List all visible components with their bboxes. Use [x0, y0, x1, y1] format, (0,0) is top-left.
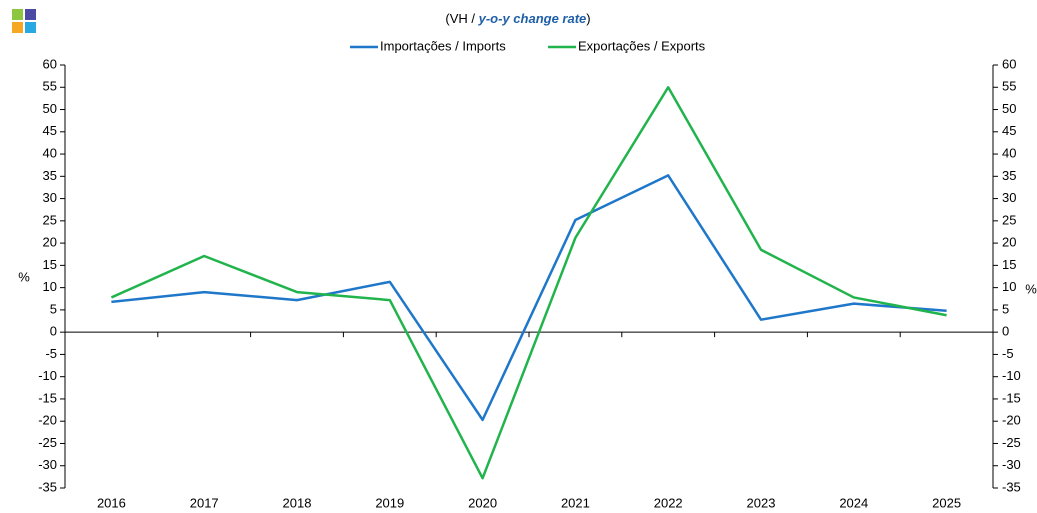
y-tick-label: 25	[43, 212, 57, 227]
y-tick-label: 20	[43, 235, 57, 250]
y2-tick-label: 60	[1002, 56, 1016, 71]
chart-title: (VH / y-o-y change rate)	[445, 11, 590, 26]
y-tick-label: -10	[38, 368, 57, 383]
x-tick-label: 2019	[375, 495, 404, 510]
y2-axis-label: %	[1025, 281, 1037, 296]
y2-tick-label: 35	[1002, 168, 1016, 183]
x-tick-label: 2022	[654, 495, 683, 510]
legend-label: Importações / Imports	[380, 38, 506, 53]
x-tick-label: 2024	[839, 495, 868, 510]
y2-tick-label: -15	[1002, 390, 1021, 405]
y-tick-label: 15	[43, 257, 57, 272]
x-tick-label: 2020	[468, 495, 497, 510]
y2-tick-label: 20	[1002, 235, 1016, 250]
y2-tick-label: 0	[1002, 324, 1009, 339]
series-line	[110, 86, 947, 480]
y-tick-label: 5	[50, 301, 57, 316]
y-tick-label: -30	[38, 457, 57, 472]
x-tick-label: 2021	[561, 495, 590, 510]
y2-tick-label: 5	[1002, 301, 1009, 316]
title-prefix: (VH /	[445, 11, 475, 26]
y-tick-label: 50	[43, 101, 57, 116]
y-tick-label: 60	[43, 56, 57, 71]
y2-tick-label: 10	[1002, 279, 1016, 294]
y-tick-label: 10	[43, 279, 57, 294]
y-tick-label: 45	[43, 123, 57, 138]
y2-tick-label: -25	[1002, 435, 1021, 450]
title-emphasis: y-o-y change rate	[478, 11, 587, 26]
y-tick-label: 35	[43, 168, 57, 183]
x-tick-label: 2016	[97, 495, 126, 510]
y-tick-label: -5	[45, 346, 57, 361]
y2-tick-label: -30	[1002, 457, 1021, 472]
x-tick-label: 2017	[190, 495, 219, 510]
legend-label: Exportações / Exports	[578, 38, 706, 53]
y-tick-label: 55	[43, 79, 57, 94]
y2-tick-label: -5	[1002, 346, 1014, 361]
y2-tick-label: 15	[1002, 257, 1016, 272]
y2-tick-label: -20	[1002, 413, 1021, 428]
y2-tick-label: 55	[1002, 79, 1016, 94]
y-tick-label: 40	[43, 145, 57, 160]
y2-tick-label: 30	[1002, 190, 1016, 205]
title-suffix: )	[586, 11, 590, 26]
y-tick-label: -20	[38, 413, 57, 428]
y-tick-label: 30	[43, 190, 57, 205]
y2-tick-label: 40	[1002, 145, 1016, 160]
y-tick-label: 0	[50, 324, 57, 339]
y2-tick-label: 50	[1002, 101, 1016, 116]
y-tick-label: -25	[38, 435, 57, 450]
series-line	[111, 174, 947, 422]
y-tick-label: -35	[38, 479, 57, 494]
y2-tick-label: 45	[1002, 123, 1016, 138]
y2-tick-label: -35	[1002, 479, 1021, 494]
logo	[12, 9, 36, 33]
y-tick-label: -15	[38, 390, 57, 405]
x-tick-label: 2023	[747, 495, 776, 510]
y2-tick-label: -10	[1002, 368, 1021, 383]
y-axis-label: %	[18, 269, 30, 284]
y2-tick-label: 25	[1002, 212, 1016, 227]
x-tick-label: 2018	[283, 495, 312, 510]
x-tick-label: 2025	[932, 495, 961, 510]
